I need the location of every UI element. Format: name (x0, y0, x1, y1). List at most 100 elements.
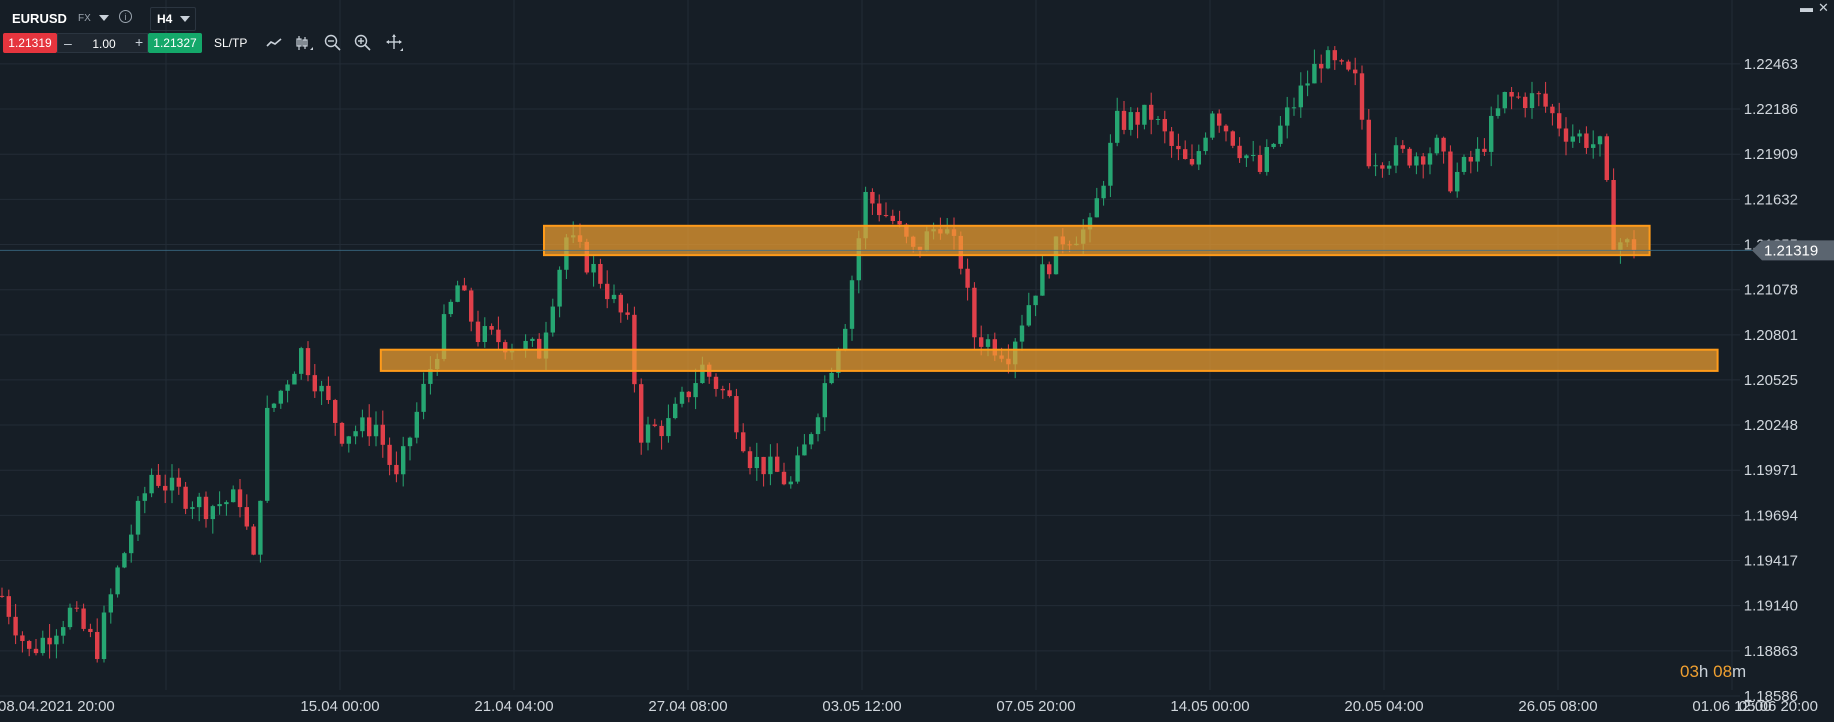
candle (1591, 130, 1596, 159)
candle (741, 423, 746, 453)
candle (482, 317, 487, 348)
candle (849, 275, 855, 341)
minimize-icon[interactable]: ▬ (1800, 0, 1813, 15)
candles-icon[interactable] (294, 33, 314, 53)
candle (1094, 187, 1099, 218)
quantity-input[interactable]: 1.00 (92, 37, 116, 51)
sltp-button[interactable]: SL/TP (214, 36, 248, 50)
candle (292, 371, 297, 385)
candle (163, 474, 168, 504)
chevron-down-icon[interactable] (99, 15, 109, 21)
candle (129, 524, 134, 563)
price-tick-label: 1.22186 (1744, 101, 1798, 118)
candle (1101, 180, 1106, 206)
candle (883, 202, 889, 218)
increase-button[interactable]: + (135, 34, 144, 50)
candle (285, 380, 290, 403)
candle (686, 391, 691, 403)
timeframe-value: H4 (157, 12, 173, 26)
candle (1223, 124, 1229, 142)
candle (1271, 142, 1276, 149)
candle (1550, 103, 1555, 126)
candle (387, 437, 392, 476)
candle (1189, 144, 1195, 167)
candle (1359, 65, 1365, 130)
candle (156, 463, 161, 488)
candle (1502, 91, 1507, 114)
crosshair-icon[interactable] (384, 33, 404, 53)
candle (795, 446, 800, 484)
candle (666, 404, 671, 443)
candle (1563, 117, 1569, 156)
candle (618, 292, 623, 323)
candle (693, 368, 698, 410)
candle (1400, 140, 1405, 154)
candle (1230, 130, 1235, 149)
info-icon[interactable]: i (119, 10, 132, 23)
candle (122, 551, 127, 569)
quantity-stepper[interactable]: – 1.00 + (57, 33, 148, 53)
candle (1366, 109, 1371, 169)
candle (611, 284, 617, 304)
price-tick-label: 1.19971 (1744, 462, 1798, 479)
candle (639, 378, 644, 455)
zoom-in-icon[interactable] (353, 33, 373, 53)
candle (1414, 152, 1419, 175)
price-axis[interactable]: 1.224631.221861.219091.216321.213551.210… (1744, 56, 1798, 705)
candle (1203, 132, 1208, 155)
candle (455, 280, 460, 303)
candle (1536, 91, 1541, 107)
buy-price-button[interactable]: 1.21327 (148, 33, 202, 53)
candle (1115, 97, 1120, 147)
sell-price-button[interactable]: 1.21319 (3, 33, 57, 53)
candle (1108, 134, 1113, 198)
candle (265, 395, 270, 503)
price-tick-label: 1.19417 (1744, 553, 1798, 570)
price-tick-label: 1.20525 (1744, 372, 1798, 389)
zone-rectangle-2[interactable] (379, 348, 1719, 372)
timeframe-select[interactable]: H4 (150, 7, 196, 31)
candle (1353, 57, 1358, 86)
close-icon[interactable]: ✕ (1818, 0, 1829, 15)
time-tick-label: 08.04.2021 20:00 (0, 698, 115, 715)
price-tick-label: 1.19694 (1744, 507, 1798, 524)
time-tick-label: 21.04 04:00 (474, 698, 553, 715)
candle (754, 442, 759, 481)
candle (1461, 154, 1467, 175)
candle (54, 629, 59, 659)
candle (1448, 145, 1453, 194)
candle (1373, 153, 1378, 177)
symbol-label[interactable]: EURUSD (12, 11, 67, 26)
candle (972, 282, 977, 349)
line-chart-icon[interactable] (264, 33, 284, 53)
candle (1162, 110, 1167, 144)
candle (88, 623, 93, 638)
chart-grid (0, 0, 1740, 697)
candle (1434, 134, 1439, 156)
candle (1142, 104, 1147, 130)
countdown-hours-unit: h (1698, 662, 1709, 681)
candle (843, 324, 848, 352)
price-tick-label: 1.20801 (1744, 327, 1798, 344)
candle (1251, 140, 1256, 162)
candle (1149, 92, 1154, 135)
candle (95, 618, 100, 663)
candle (305, 341, 311, 382)
decrease-button[interactable]: – (64, 35, 72, 51)
current-price-label: 1.21319 (1764, 242, 1818, 259)
candle (469, 287, 474, 332)
candle (299, 346, 304, 380)
time-axis[interactable]: 08.04.2021 20:00 15.04 00:00 21.04 04:00 27… (0, 698, 1818, 715)
market-label: FX (78, 13, 91, 24)
candle (890, 209, 895, 225)
candle (74, 601, 79, 612)
zoom-out-icon[interactable] (323, 33, 343, 53)
candle (278, 389, 283, 409)
time-tick-label: 14.05 00:00 (1170, 698, 1249, 715)
candle (489, 323, 494, 335)
candle (1325, 46, 1331, 70)
candle (897, 210, 902, 228)
price-tick-label: 1.21632 (1744, 191, 1798, 208)
candle (625, 303, 630, 320)
